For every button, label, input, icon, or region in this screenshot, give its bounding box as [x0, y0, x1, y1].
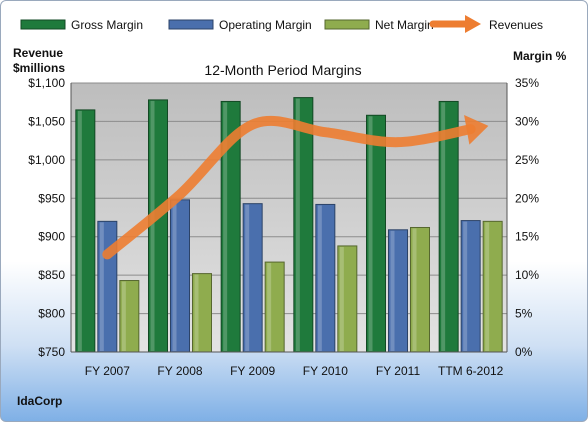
- left-tick-label: $1,100: [28, 76, 65, 90]
- chart-title: 12-Month Period Margins: [204, 62, 361, 78]
- bar-highlight: [368, 116, 373, 351]
- bar-highlight: [267, 263, 272, 351]
- left-axis-label-line1: Revenue: [13, 46, 63, 60]
- left-tick-label: $800: [38, 307, 65, 321]
- legend-swatch: [324, 19, 370, 30]
- right-tick-label: 20%: [515, 191, 539, 205]
- category-label: FY 2009: [230, 364, 275, 378]
- bar-highlight: [172, 200, 177, 351]
- left-tick-label: $850: [38, 268, 65, 282]
- right-tick-label: 5%: [515, 307, 533, 321]
- right-tick-label: 30%: [515, 114, 539, 128]
- left-tick-label: $750: [38, 345, 65, 359]
- bar-highlight: [245, 204, 250, 351]
- legend-label: Net Margin: [375, 18, 434, 32]
- bar-highlight: [412, 228, 417, 351]
- legend-swatch-arrow: [465, 15, 481, 33]
- legend-label: Operating Margin: [219, 18, 312, 32]
- right-tick-label: 10%: [515, 268, 539, 282]
- bar-highlight: [121, 281, 126, 351]
- bar-highlight: [317, 205, 322, 351]
- company-label: IdaCorp: [17, 394, 62, 408]
- category-label: FY 2010: [303, 364, 348, 378]
- bar-highlight: [463, 221, 468, 351]
- bar-highlight: [223, 102, 228, 352]
- revenues-line: [102, 115, 476, 260]
- category-label: FY 2008: [157, 364, 202, 378]
- legend-label: Gross Margin: [71, 18, 143, 32]
- bar-highlight: [339, 246, 344, 351]
- right-tick-label: 0%: [515, 345, 533, 359]
- left-tick-label: $900: [38, 230, 65, 244]
- right-axis-label: Margin %: [513, 49, 567, 63]
- left-tick-label: $950: [38, 191, 65, 205]
- bar-highlight: [441, 102, 446, 352]
- legend-swatch: [20, 19, 66, 30]
- right-tick-label: 15%: [515, 230, 539, 244]
- bar-highlight: [390, 230, 395, 351]
- bar-highlight: [194, 274, 199, 351]
- bar-highlight: [99, 222, 104, 351]
- bar-highlight: [485, 222, 490, 351]
- bar-highlight: [150, 100, 155, 351]
- right-tick-label: 35%: [515, 76, 539, 90]
- legend-swatch: [168, 19, 214, 30]
- left-tick-label: $1,000: [28, 153, 65, 167]
- left-axis-label-line2: $millions: [13, 61, 65, 75]
- left-tick-label: $1,050: [28, 114, 65, 128]
- category-label: FY 2007: [85, 364, 130, 378]
- bar-highlight: [295, 98, 300, 351]
- right-tick-label: 25%: [515, 153, 539, 167]
- category-label: TTM 6-2012: [438, 364, 504, 378]
- legend-label: Revenues: [489, 18, 543, 32]
- category-label: FY 2011: [376, 364, 421, 378]
- bar-highlight: [77, 110, 82, 352]
- revenues-arrowhead: [464, 115, 489, 145]
